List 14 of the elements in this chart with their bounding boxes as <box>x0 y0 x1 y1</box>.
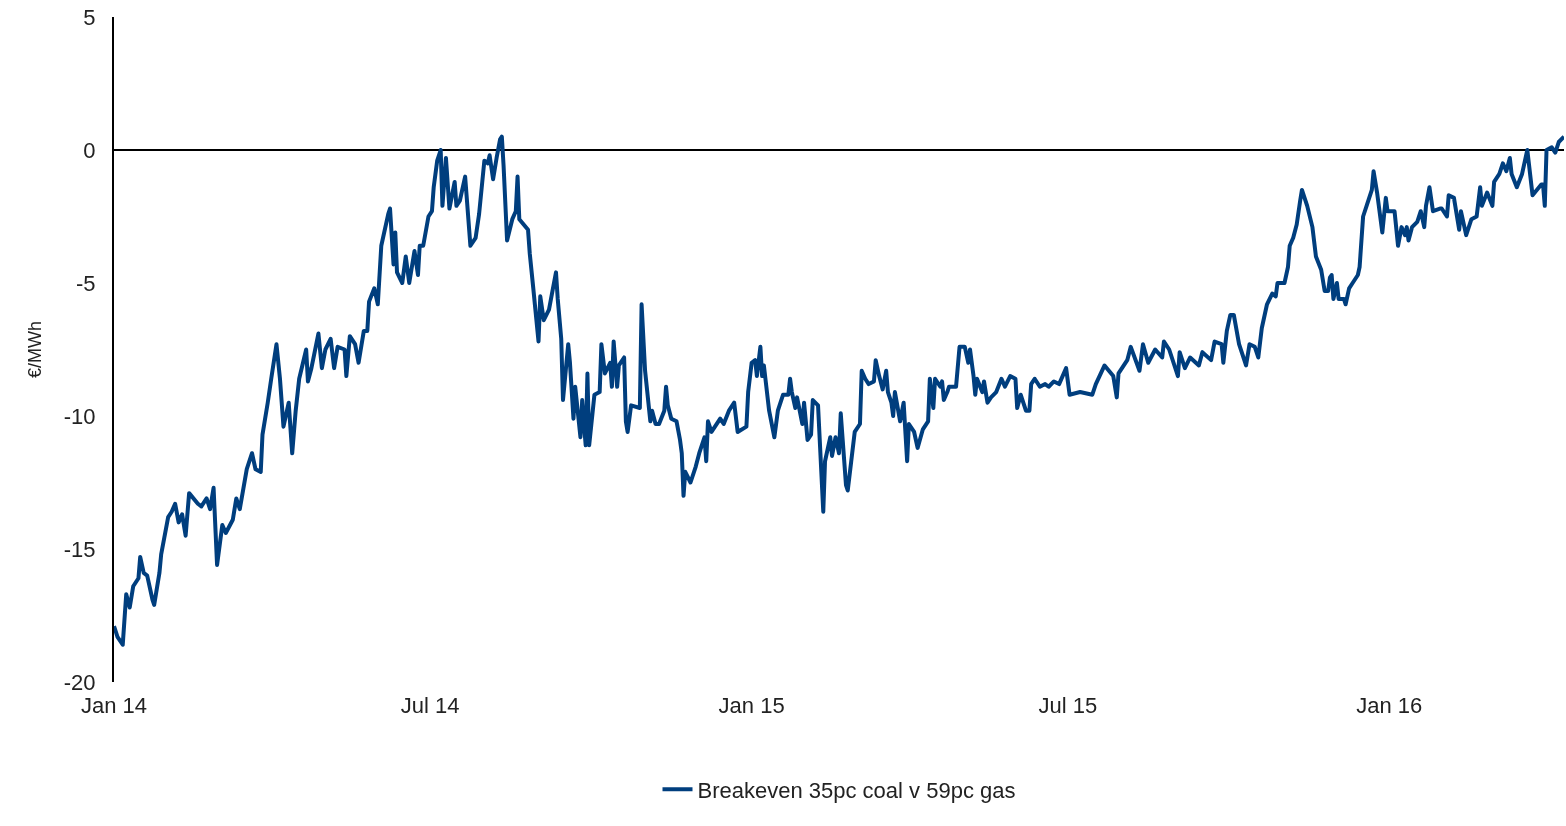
legend-label: Breakeven 35pc coal v 59pc gas <box>697 777 1016 803</box>
y-tick-label: -10 <box>63 403 96 429</box>
y-tick-label: 5 <box>83 4 96 30</box>
y-tick-label: 0 <box>83 137 96 163</box>
y-tick-label: -5 <box>76 270 96 296</box>
y-tick-label: -15 <box>63 536 96 562</box>
x-tick-label: Jan 16 <box>1356 693 1423 718</box>
x-tick-label: Jan 15 <box>718 693 785 718</box>
y-axis-title: €/MWh <box>24 320 45 379</box>
x-tick-label: Jan 14 <box>80 693 148 718</box>
y-tick-label: -20 <box>63 669 96 695</box>
line-series <box>114 134 1564 647</box>
x-tick-label: Jul 14 <box>400 693 460 718</box>
x-tick-label: Jul 15 <box>1038 693 1098 718</box>
